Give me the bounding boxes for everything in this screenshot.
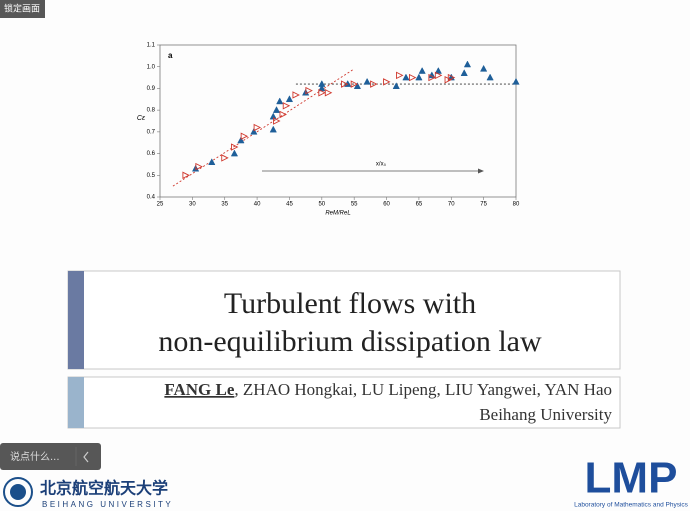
y-tick-label: 0.8 <box>147 108 156 114</box>
data-point <box>292 91 300 99</box>
data-point <box>341 80 349 88</box>
data-point <box>383 78 391 86</box>
data-point <box>353 82 362 90</box>
y-tick-label: 1.1 <box>147 43 156 49</box>
x-tick-label: 80 <box>513 202 520 208</box>
x-tick-label: 50 <box>318 202 325 208</box>
data-point <box>272 106 281 113</box>
data-point <box>428 73 436 82</box>
beihang-emblem-core <box>10 484 26 500</box>
x-tick-label: 40 <box>254 202 261 208</box>
data-point <box>208 158 216 166</box>
y-tick-label: 1.0 <box>147 64 156 70</box>
title-line: Turbulent flows with <box>224 287 476 320</box>
data-point <box>230 143 239 151</box>
data-point <box>396 71 404 80</box>
data-point <box>237 136 245 144</box>
beihang-name-en: BEIHANG UNIVERSITY <box>42 500 173 509</box>
x-axis-label: ReM/ReL <box>325 211 350 217</box>
lmp-logo: LMP <box>585 454 678 503</box>
data-point <box>486 73 494 81</box>
collapse-button[interactable] <box>83 451 89 463</box>
data-point <box>408 73 417 82</box>
title-line: non-equilibrium dissipation law <box>158 325 542 358</box>
data-point <box>279 110 287 119</box>
co-authors: , ZHAO Hongkai, LU Lipeng, LIU Yangwei, … <box>234 380 612 399</box>
data-point <box>324 89 333 97</box>
authors: FANG Le, ZHAO Hongkai, LU Lipeng, LIU Ya… <box>164 380 612 399</box>
annotation: x/x₀ <box>376 162 387 168</box>
data-point <box>415 73 423 81</box>
lmp-full-name: Laboratory of Mathematics and Physics <box>574 502 689 509</box>
data-point <box>447 73 456 82</box>
x-tick-label: 25 <box>157 202 164 208</box>
beihang-name-cn: 北京航空航天大学 <box>40 479 168 498</box>
plot-frame <box>159 44 517 198</box>
x-tick-label: 75 <box>480 202 487 208</box>
data-point <box>350 80 359 88</box>
data-point <box>182 171 190 180</box>
data-point <box>250 127 258 135</box>
data-point <box>195 162 203 171</box>
data-point <box>230 149 239 157</box>
data-point <box>253 123 262 132</box>
lock-label[interactable]: 锁定画面 <box>4 3 40 15</box>
data-point <box>273 117 281 125</box>
data-point <box>463 60 472 68</box>
affiliation: Beihang University <box>479 405 612 424</box>
x-tick-label: 30 <box>189 202 196 208</box>
y-tick-label: 0.7 <box>147 129 156 135</box>
y-axis-label: Cε <box>137 115 146 122</box>
comment-placeholder[interactable]: 说点什么... <box>10 450 60 463</box>
data-point <box>318 80 326 87</box>
data-point <box>392 82 400 90</box>
x-tick-label: 55 <box>351 202 358 208</box>
data-point <box>480 64 488 72</box>
data-point <box>318 89 326 97</box>
title-accent <box>68 271 84 369</box>
y-tick-label: 0.4 <box>147 195 156 201</box>
data-point <box>512 77 520 85</box>
data-point <box>276 97 284 105</box>
data-point <box>402 73 410 81</box>
x-tick-label: 35 <box>221 202 228 208</box>
data-point <box>418 67 426 74</box>
data-point <box>370 80 378 88</box>
data-point <box>363 77 371 85</box>
arrow-head <box>478 168 484 174</box>
chart: a ReM/ReL Cε x/x₀ 25 30 35 40 45 50 55 60 65 70 75… <box>137 43 520 217</box>
data-point <box>240 132 249 140</box>
data-point <box>269 125 277 133</box>
data-point <box>282 102 291 110</box>
x-tick-label: 65 <box>416 202 423 208</box>
authors-box <box>67 376 621 429</box>
x-tick-label: 60 <box>383 202 390 208</box>
beihang-emblem <box>3 477 33 507</box>
authors-accent <box>68 377 84 428</box>
data-point <box>221 154 229 162</box>
data-point <box>305 86 313 95</box>
data-point <box>460 69 468 76</box>
y-tick-label: 0.9 <box>147 86 156 92</box>
data-point <box>285 95 294 103</box>
y-tick-label: 0.6 <box>147 151 156 157</box>
panel-label: a <box>168 51 173 60</box>
title-box <box>67 270 621 370</box>
x-tick-label: 70 <box>448 202 455 208</box>
x-tick-label: 45 <box>286 202 293 208</box>
y-tick-label: 0.5 <box>147 173 156 179</box>
data-point <box>434 71 443 80</box>
lock-button[interactable] <box>0 0 45 18</box>
presenter: FANG Le <box>164 380 234 399</box>
